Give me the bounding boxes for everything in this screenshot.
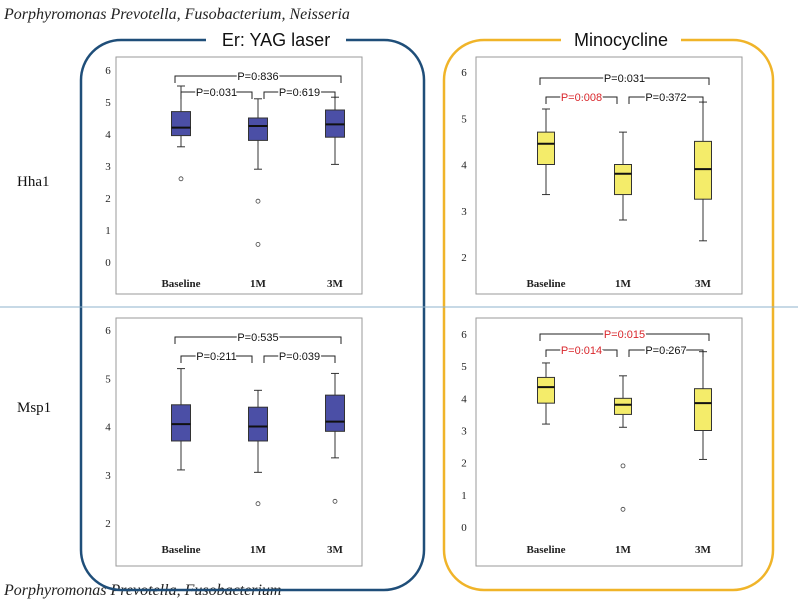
mino-hha1-pvalue-1: P=0.008 <box>561 92 602 104</box>
caption-top: Porphyromonas Prevotella, Fusobacterium,… <box>3 6 350 23</box>
minocycline-title-gap <box>561 28 681 52</box>
mino-msp1-outlier <box>620 506 626 512</box>
mino-msp1-ytick: 0 <box>461 522 467 534</box>
laser-hha1-ytick: 2 <box>105 193 111 205</box>
laser-hha1-xtick-2: 3M <box>327 278 344 290</box>
mino-msp1-xtick-1: 1M <box>615 544 632 556</box>
mino-msp1-pvalue-0: P=0.015 <box>604 329 645 341</box>
laser-msp1-box-0 <box>171 404 191 442</box>
laser-hha1-bracket-0 <box>174 75 342 83</box>
laser-msp1-box-1 <box>248 406 268 442</box>
minocycline-panel-title: Minocycline <box>574 30 668 50</box>
mino-msp1-pvalue-1: P=0.014 <box>561 345 602 357</box>
laser-hha1-ytick: 3 <box>105 161 111 173</box>
mino-msp1-box-2 <box>694 388 712 431</box>
mino-msp1-box-0 <box>537 376 555 404</box>
mino-hha1-box-2 <box>694 140 712 200</box>
mino-hha1-xtick-0: Baseline <box>526 278 565 290</box>
chart-frame-laser-hha1 <box>115 56 363 295</box>
laser-hha1-outlier <box>178 176 184 182</box>
row-label-msp1: Msp1 <box>17 400 51 416</box>
laser-msp1-ytick: 4 <box>105 422 111 434</box>
laser-panel-title: Er: YAG laser <box>222 30 330 50</box>
mino-msp1-xtick-0: Baseline <box>526 544 565 556</box>
mino-msp1-bracket-1 <box>545 349 618 357</box>
laser-msp1-outlier <box>255 501 261 507</box>
laser-hha1-xtick-1: 1M <box>250 278 267 290</box>
chart-frame-mino-hha1 <box>475 56 743 295</box>
mino-msp1-ytick: 4 <box>461 393 467 405</box>
mino-hha1-ytick: 3 <box>461 206 467 218</box>
mino-hha1-box-1 <box>614 164 632 196</box>
row-label-hha1: Hha1 <box>17 174 50 190</box>
mino-msp1-xtick-2: 3M <box>695 544 712 556</box>
laser-hha1-ytick: 5 <box>105 97 111 109</box>
mino-msp1-outlier <box>620 463 626 469</box>
laser-msp1-box-2 <box>325 394 345 432</box>
laser-hha1-pvalue-0: P=0.836 <box>237 71 278 83</box>
mino-msp1-ytick: 1 <box>461 490 467 502</box>
laser-msp1-ytick: 2 <box>105 518 111 530</box>
laser-msp1-pvalue-1: P=0.211 <box>196 351 236 363</box>
mino-msp1-ytick: 2 <box>461 458 467 470</box>
mino-hha1-xtick-1: 1M <box>615 278 632 290</box>
mino-hha1-pvalue-0: P=0.031 <box>604 73 645 85</box>
mino-hha1-ytick: 5 <box>461 113 467 125</box>
laser-hha1-bracket-2 <box>263 91 336 99</box>
mino-hha1-ytick: 6 <box>461 67 467 79</box>
laser-hha1-ytick: 1 <box>105 225 111 237</box>
mino-msp1-ytick: 6 <box>461 329 467 341</box>
chart-frame-mino-msp1 <box>475 317 743 567</box>
mino-hha1-box-0 <box>537 131 555 165</box>
mino-hha1-bracket-2 <box>628 96 704 104</box>
mino-hha1-xtick-2: 3M <box>695 278 712 290</box>
laser-hha1-box-1 <box>248 117 268 141</box>
laser-msp1-xtick-2: 3M <box>327 544 344 556</box>
laser-msp1-bracket-2 <box>263 355 336 363</box>
mino-hha1-bracket-1 <box>545 96 618 104</box>
laser-title-gap <box>206 28 346 52</box>
mino-hha1-bracket-0 <box>539 77 710 85</box>
laser-hha1-box-0 <box>171 111 191 137</box>
mino-msp1-ytick: 3 <box>461 426 467 438</box>
chart-frame-laser-msp1 <box>115 317 363 567</box>
laser-hha1-ytick: 6 <box>105 65 111 77</box>
laser-msp1-bracket-1 <box>180 355 253 363</box>
laser-msp1-ytick: 6 <box>105 325 111 337</box>
laser-hha1-pvalue-1: P=0.031 <box>196 87 237 99</box>
laser-msp1-xtick-0: Baseline <box>161 544 200 556</box>
laser-hha1-ytick: 4 <box>105 129 111 141</box>
mino-msp1-pvalue-2: P=0.267 <box>645 345 686 357</box>
laser-hha1-ytick: 0 <box>105 257 111 269</box>
laser-hha1-pvalue-2: P=0.619 <box>279 87 320 99</box>
laser-msp1-pvalue-0: P=0.535 <box>237 332 278 344</box>
mino-msp1-ytick: 5 <box>461 361 467 373</box>
minocycline-panel-frame <box>442 38 775 592</box>
laser-hha1-xtick-0: Baseline <box>161 278 200 290</box>
mino-msp1-box-1 <box>614 397 632 415</box>
laser-hha1-bracket-1 <box>180 91 253 99</box>
mino-hha1-ytick: 2 <box>461 252 467 264</box>
laser-msp1-ytick: 3 <box>105 470 111 482</box>
mino-msp1-bracket-2 <box>628 349 704 357</box>
mino-hha1-ytick: 4 <box>461 160 467 172</box>
laser-msp1-ytick: 5 <box>105 373 111 385</box>
mino-hha1-pvalue-2: P=0.372 <box>645 92 686 104</box>
laser-hha1-outlier <box>255 241 261 247</box>
laser-msp1-bracket-0 <box>174 336 342 344</box>
laser-hha1-outlier <box>255 198 261 204</box>
laser-msp1-pvalue-2: P=0.039 <box>279 351 320 363</box>
laser-msp1-outlier <box>332 498 338 504</box>
mino-msp1-bracket-0 <box>539 333 710 341</box>
laser-msp1-xtick-1: 1M <box>250 544 267 556</box>
